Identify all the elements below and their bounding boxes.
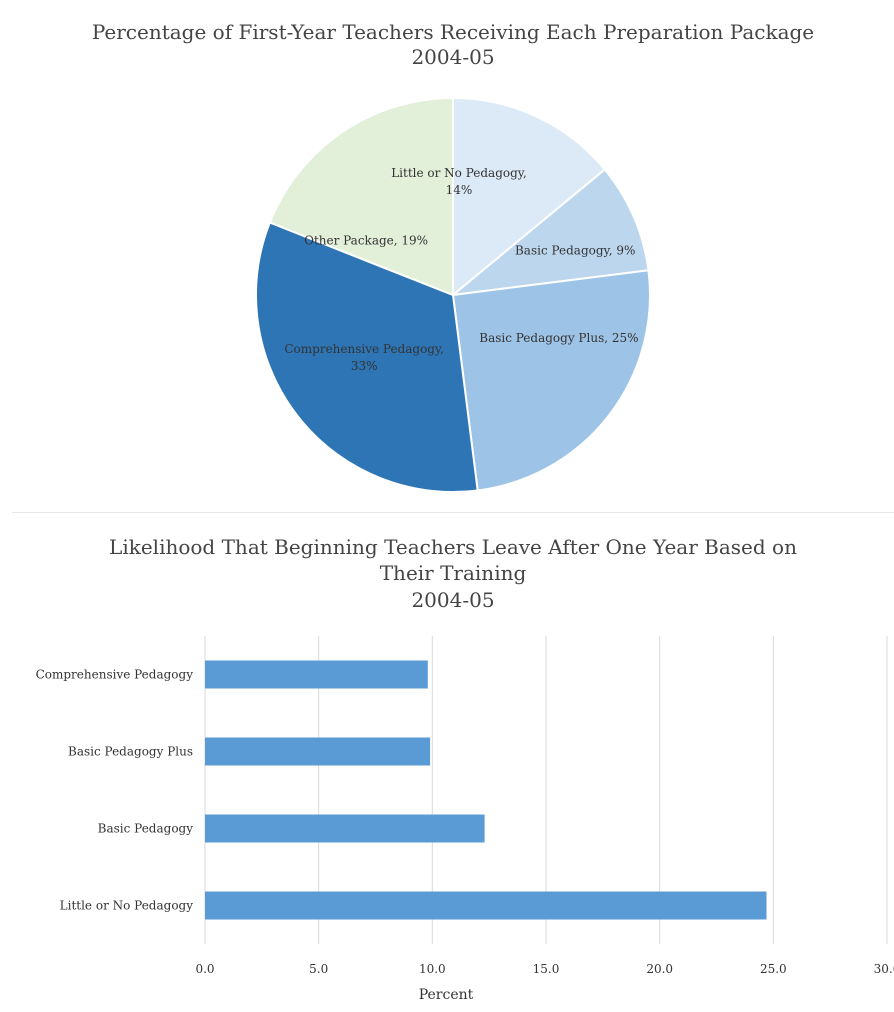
pie-chart-panel: Percentage of First-Year Teachers Receiv…	[12, 0, 894, 500]
x-tick-label: 10.0	[419, 962, 446, 976]
pie-slice	[452, 96, 607, 298]
pie-slice	[451, 269, 651, 492]
bar	[205, 891, 767, 920]
pie-chart-title: Percentage of First-Year Teachers Receiv…	[91, 20, 815, 44]
pie-slice	[449, 168, 650, 297]
x-tick-label: 20.0	[646, 962, 673, 976]
y-category-label: Basic Pedagogy Plus	[68, 745, 193, 759]
bar-chart-title-line2: Their Training	[379, 561, 527, 585]
x-tick-label: 30.0	[874, 962, 894, 976]
pie-slice	[255, 221, 479, 493]
pie-slice	[268, 96, 454, 297]
bar	[205, 737, 431, 766]
pie-slice-label: Other Package, 19%	[304, 234, 428, 248]
pie-slice-label: Comprehensive Pedagogy, 33%	[284, 342, 444, 373]
pie-chart: Little or No Pedagogy, 14% Basic Pedagogy,…	[255, 96, 651, 493]
pie-chart-subtitle: 2004-05	[411, 45, 495, 69]
pie-slice-label: Basic Pedagogy Plus, 25%	[479, 331, 638, 345]
y-category-label: Comprehensive Pedagogy	[36, 668, 194, 682]
bar-chart: 0.0 5.0 10.0 15.0 20.0 25.0 30.0 Comprehensive …	[36, 636, 894, 1003]
bar	[205, 814, 485, 843]
y-category-label: Little or No Pedagogy	[60, 899, 194, 913]
x-tick-label: 25.0	[760, 962, 787, 976]
x-tick-label: 5.0	[309, 962, 328, 976]
x-axis-label: Percent	[419, 987, 474, 1003]
bar-chart-title-line1: Likelihood That Beginning Teachers Leave…	[109, 535, 797, 559]
x-tick-label: 0.0	[195, 962, 214, 976]
pie-slice-label: Little or No Pedagogy, 14%	[391, 166, 527, 197]
y-category-label: Basic Pedagogy	[98, 822, 194, 836]
x-tick-label: 15.0	[533, 962, 560, 976]
bar-chart-panel: Likelihood That Beginning Teachers Leave…	[12, 512, 894, 1012]
bar-chart-subtitle: 2004-05	[411, 588, 495, 612]
pie-slice-label: Basic Pedagogy, 9%	[515, 244, 635, 258]
bar	[205, 660, 428, 689]
